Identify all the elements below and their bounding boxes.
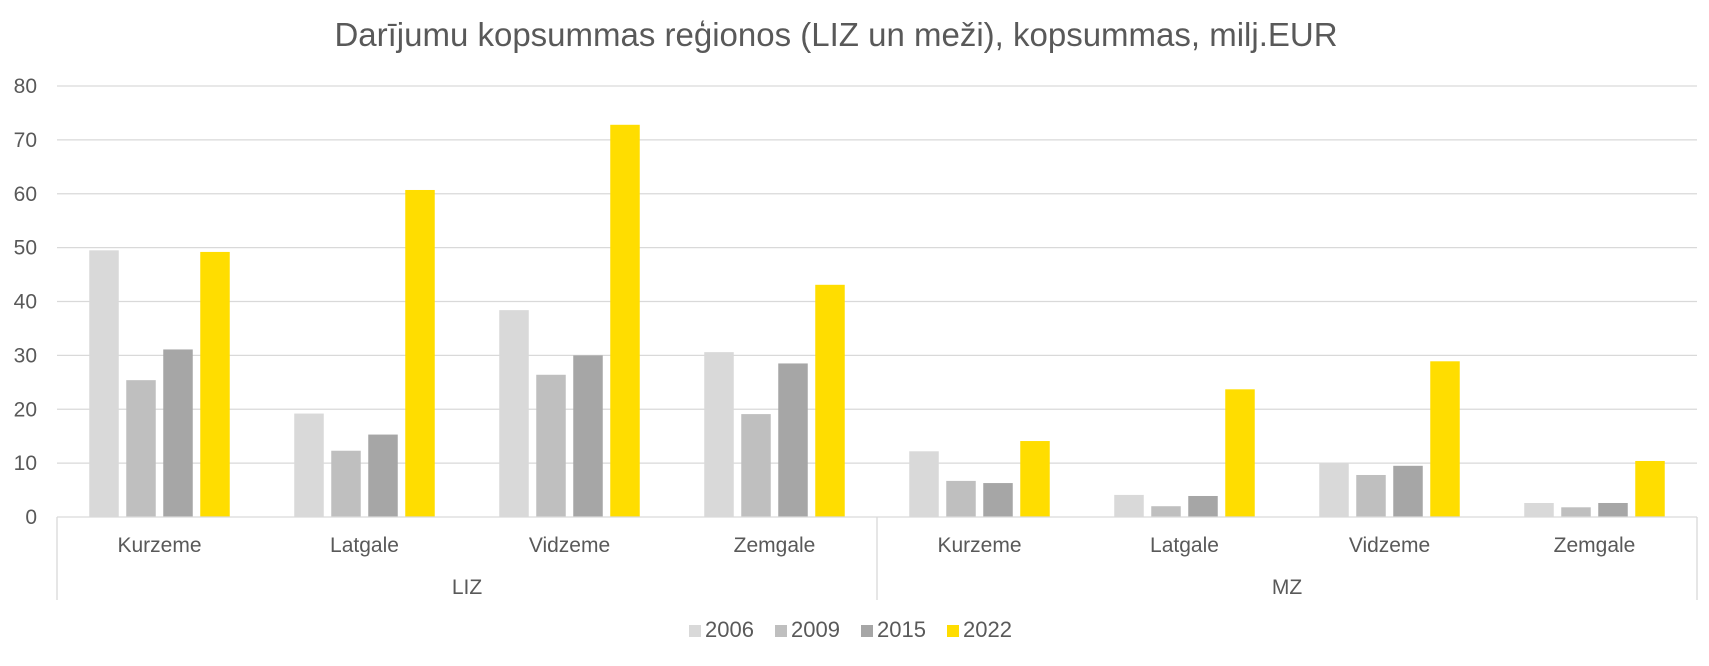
bar-liz-liz-kurzeme-2009 bbox=[126, 380, 156, 517]
legend-swatch-2015 bbox=[861, 625, 873, 637]
legend-label-2009: 2009 bbox=[791, 617, 840, 642]
y-tick-label: 20 bbox=[14, 398, 37, 421]
bar-liz-liz-latgale-2015 bbox=[368, 434, 398, 517]
bar-mz-mz-latgale-2009 bbox=[1151, 506, 1181, 517]
x-axis: Kurzeme Latgale Vidzeme Zemgale LIZ Kurzeme La… bbox=[56, 516, 1698, 600]
legend-swatch-2022 bbox=[947, 625, 959, 637]
bar-liz-liz-vidzeme-2022 bbox=[610, 124, 640, 517]
bar-mz-mz-kurzeme-2009 bbox=[946, 480, 976, 517]
bar-mz-mz-kurzeme-2015 bbox=[983, 483, 1013, 517]
chart-title: Darījumu kopsummas reģionos (LIZ un meži… bbox=[334, 16, 1337, 53]
x-group-label: MZ bbox=[1272, 576, 1302, 599]
bar-mz-mz-vidzeme-2015 bbox=[1393, 465, 1423, 517]
x-category-label: Zemgale bbox=[1554, 534, 1636, 557]
y-axis-ticks: 0 10 20 30 40 50 60 70 80 bbox=[14, 75, 37, 529]
gridlines bbox=[57, 85, 1697, 464]
x-category-label: Kurzeme bbox=[937, 534, 1021, 557]
y-tick-label: 40 bbox=[14, 291, 37, 314]
bar-mz-mz-zemgale-2015 bbox=[1598, 502, 1628, 517]
bar-liz-liz-vidzeme-2015 bbox=[573, 355, 603, 517]
bar-liz-liz-vidzeme-2006 bbox=[499, 310, 529, 517]
bar-liz-liz-kurzeme-2022 bbox=[200, 251, 230, 517]
bar-mz-mz-kurzeme-2022 bbox=[1020, 441, 1050, 517]
bar-mz-mz-latgale-2006 bbox=[1114, 494, 1144, 517]
bar-liz-liz-latgale-2009 bbox=[331, 450, 361, 517]
bar-mz-mz-latgale-2015 bbox=[1188, 495, 1218, 517]
y-tick-label: 30 bbox=[14, 344, 37, 367]
bar-liz-liz-latgale-2022 bbox=[405, 189, 435, 517]
y-tick-label: 0 bbox=[25, 506, 37, 529]
x-category-label: Kurzeme bbox=[117, 534, 201, 557]
x-category-label: Zemgale bbox=[734, 534, 816, 557]
legend-swatch-2006 bbox=[689, 625, 701, 637]
y-tick-label: 70 bbox=[14, 129, 37, 152]
legend-label-2022: 2022 bbox=[963, 617, 1012, 642]
bar-liz-liz-kurzeme-2015 bbox=[163, 349, 193, 517]
bar-mz-mz-zemgale-2022 bbox=[1635, 460, 1665, 517]
y-tick-label: 10 bbox=[14, 452, 37, 475]
legend-swatch-2009 bbox=[775, 625, 787, 637]
bar-liz-liz-zemgale-2022 bbox=[815, 284, 845, 517]
bar-liz-liz-zemgale-2006 bbox=[704, 352, 734, 517]
bar-mz-mz-vidzeme-2009 bbox=[1356, 474, 1386, 517]
bar-mz-mz-latgale-2022 bbox=[1225, 389, 1255, 517]
legend-label-2006: 2006 bbox=[705, 617, 754, 642]
x-category-label: Vidzeme bbox=[529, 534, 610, 557]
y-tick-label: 80 bbox=[14, 75, 37, 98]
bars bbox=[89, 124, 1665, 517]
bar-mz-mz-zemgale-2006 bbox=[1524, 502, 1554, 517]
bar-mz-mz-zemgale-2009 bbox=[1561, 507, 1591, 517]
legend: 2006 2009 2015 2022 bbox=[689, 617, 1012, 642]
x-category-label: Vidzeme bbox=[1349, 534, 1430, 557]
bar-mz-mz-kurzeme-2006 bbox=[909, 451, 939, 517]
bar-mz-mz-vidzeme-2022 bbox=[1430, 361, 1460, 517]
y-tick-label: 50 bbox=[14, 237, 37, 260]
x-category-label: Latgale bbox=[330, 534, 399, 557]
bar-mz-mz-vidzeme-2006 bbox=[1319, 462, 1349, 517]
bar-liz-liz-kurzeme-2006 bbox=[89, 250, 119, 517]
y-tick-label: 60 bbox=[14, 183, 37, 206]
bar-liz-liz-latgale-2006 bbox=[294, 413, 324, 517]
bar-liz-liz-vidzeme-2009 bbox=[536, 374, 566, 517]
legend-label-2015: 2015 bbox=[877, 617, 926, 642]
bar-liz-liz-zemgale-2015 bbox=[778, 363, 808, 517]
x-group-label: LIZ bbox=[452, 576, 483, 599]
bar-liz-liz-zemgale-2009 bbox=[741, 414, 771, 517]
x-category-label: Latgale bbox=[1150, 534, 1219, 557]
